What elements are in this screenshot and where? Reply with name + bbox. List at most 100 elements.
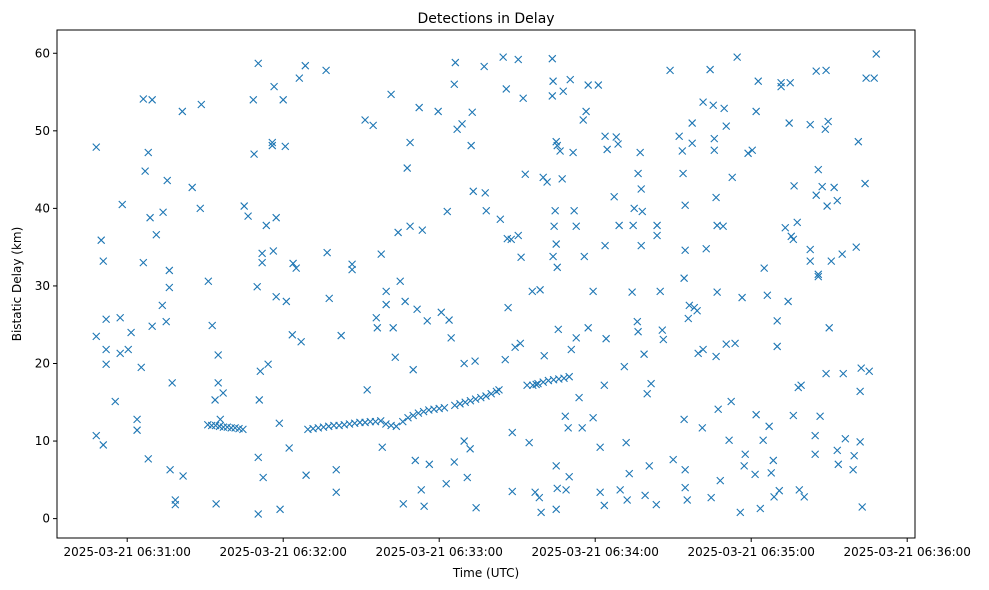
data-point (536, 285, 544, 294)
data-point (852, 243, 861, 252)
data-point (603, 145, 612, 154)
data-point (133, 426, 141, 435)
data-point (118, 200, 127, 209)
data-point (795, 486, 804, 494)
data-point (254, 510, 263, 518)
data-point (323, 248, 332, 257)
data-point (471, 395, 480, 404)
data-point (514, 55, 523, 64)
data-point (148, 95, 157, 104)
data-point (806, 120, 815, 129)
data-point (706, 65, 715, 74)
data-point (216, 415, 225, 424)
data-point (92, 431, 101, 440)
data-point (712, 193, 720, 202)
data-point (460, 359, 469, 368)
data-point (517, 253, 525, 262)
data-point (141, 167, 150, 176)
data-point (681, 483, 690, 492)
x-tick-label: 2025-03-21 06:34:00 (531, 545, 658, 559)
data-point (553, 263, 562, 272)
data-point (514, 231, 523, 240)
data-point (854, 137, 863, 146)
y-axis: 0 10 20 30 40 50 60 (35, 46, 57, 526)
data-point (553, 484, 562, 493)
data-point (777, 78, 785, 87)
data-point (785, 119, 794, 127)
data-point (712, 352, 720, 361)
data-point (638, 207, 647, 216)
data-point (301, 61, 310, 70)
data-point (769, 456, 778, 465)
data-point (99, 257, 108, 266)
data-point (188, 183, 197, 192)
data-point (168, 378, 177, 387)
data-point (282, 297, 291, 306)
data-point (480, 62, 489, 71)
data-point (793, 218, 802, 227)
data-point (754, 77, 763, 86)
data-point (814, 272, 823, 281)
data-point (688, 139, 697, 148)
x-axis-title: Time (UTC) (452, 566, 519, 580)
data-point (511, 343, 520, 352)
data-point (680, 274, 689, 283)
data-point (139, 95, 148, 103)
data-point (382, 420, 390, 428)
data-point (652, 500, 661, 509)
data-point (634, 327, 642, 336)
data-point (870, 74, 879, 82)
data-point (165, 283, 174, 292)
data-point (472, 503, 481, 512)
data-point (681, 201, 690, 210)
data-point (369, 121, 378, 130)
data-point (158, 301, 167, 310)
data-point (558, 175, 567, 183)
data-point (537, 508, 546, 517)
data-point (596, 488, 605, 497)
data-point (861, 179, 869, 188)
data-point (760, 264, 769, 272)
data-point (733, 53, 742, 62)
data-point (382, 287, 391, 296)
data-point (824, 117, 833, 126)
data-point (552, 240, 561, 248)
data-point (116, 313, 125, 322)
data-point (614, 140, 622, 148)
data-point (259, 473, 268, 482)
data-point (622, 438, 631, 447)
data-point (418, 226, 427, 234)
data-point (818, 182, 827, 191)
data-point (461, 398, 470, 407)
data-point (641, 491, 650, 500)
data-point (391, 353, 400, 362)
data-point (102, 315, 111, 324)
data-point (482, 392, 490, 400)
data-point (253, 282, 262, 291)
data-point (572, 334, 581, 342)
data-point (709, 101, 718, 110)
y-tick-label: 0 (42, 512, 50, 526)
data-point (159, 208, 167, 217)
data-point (812, 67, 821, 75)
data-point (594, 81, 603, 89)
data-point (741, 450, 750, 459)
data-point (406, 222, 414, 231)
data-point (528, 381, 537, 390)
data-point (554, 325, 563, 334)
data-point (471, 357, 479, 366)
data-point (102, 360, 111, 369)
data-point (423, 316, 432, 325)
data-point (450, 458, 459, 466)
data-point (269, 247, 278, 255)
data-point (714, 405, 723, 414)
data-point (363, 385, 372, 394)
data-point (680, 415, 689, 424)
plot-frame (56, 29, 916, 539)
data-point (728, 173, 737, 182)
data-point (584, 81, 593, 89)
data-point (539, 378, 548, 386)
data-point (629, 221, 638, 230)
data-point (822, 66, 830, 75)
data-point (841, 434, 850, 443)
